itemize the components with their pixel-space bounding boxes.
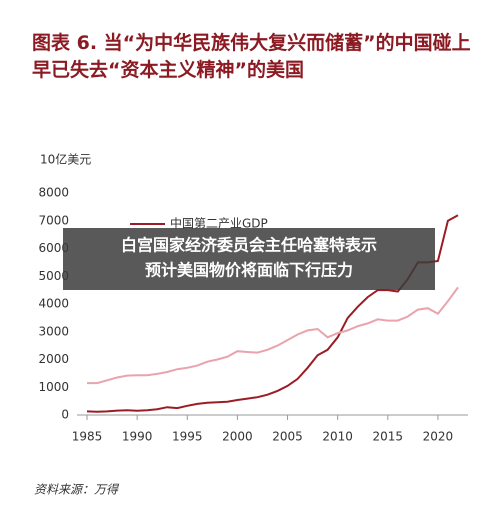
x-tick-label: 2000 bbox=[222, 430, 253, 444]
source: 资料来源：万得 bbox=[34, 483, 120, 497]
y-tick-label: 3000 bbox=[38, 324, 69, 338]
y-tick-label: 2000 bbox=[38, 352, 69, 366]
x-tick-label: 2005 bbox=[272, 430, 303, 444]
chart-title: 图表 6. 当“为中华民族伟大复兴而储蓄”的中国碰上早已失去“资本主义精神”的美… bbox=[32, 32, 471, 81]
banner-text: 预计美国物价将面临下行压力 bbox=[145, 261, 353, 280]
series-line bbox=[87, 286, 459, 385]
y-tick-label: 6000 bbox=[38, 241, 69, 255]
banner bbox=[63, 228, 435, 290]
y-tick-label: 5000 bbox=[38, 269, 69, 283]
y-tick-label: 4000 bbox=[38, 297, 69, 311]
y-tick-label: 8000 bbox=[38, 186, 69, 200]
y-tick-label: 0 bbox=[61, 408, 69, 422]
x-tick-label: 1985 bbox=[72, 430, 103, 444]
x-tick-label: 1990 bbox=[122, 430, 153, 444]
legend-label: 中国第二产业GDP bbox=[170, 216, 268, 231]
x-tick-label: 1995 bbox=[172, 430, 203, 444]
banner-text: 白宫国家经济委员会主任哈塞特表示 bbox=[121, 236, 377, 255]
y-tick-label: 1000 bbox=[38, 380, 69, 394]
y-tick-label: 7000 bbox=[38, 213, 69, 227]
series-line bbox=[86, 214, 459, 413]
x-tick-label: 2010 bbox=[322, 430, 353, 444]
y-axis-label: 10亿美元 bbox=[40, 152, 91, 167]
x-tick-label: 2015 bbox=[373, 430, 404, 444]
x-tick-label: 2020 bbox=[423, 430, 454, 444]
